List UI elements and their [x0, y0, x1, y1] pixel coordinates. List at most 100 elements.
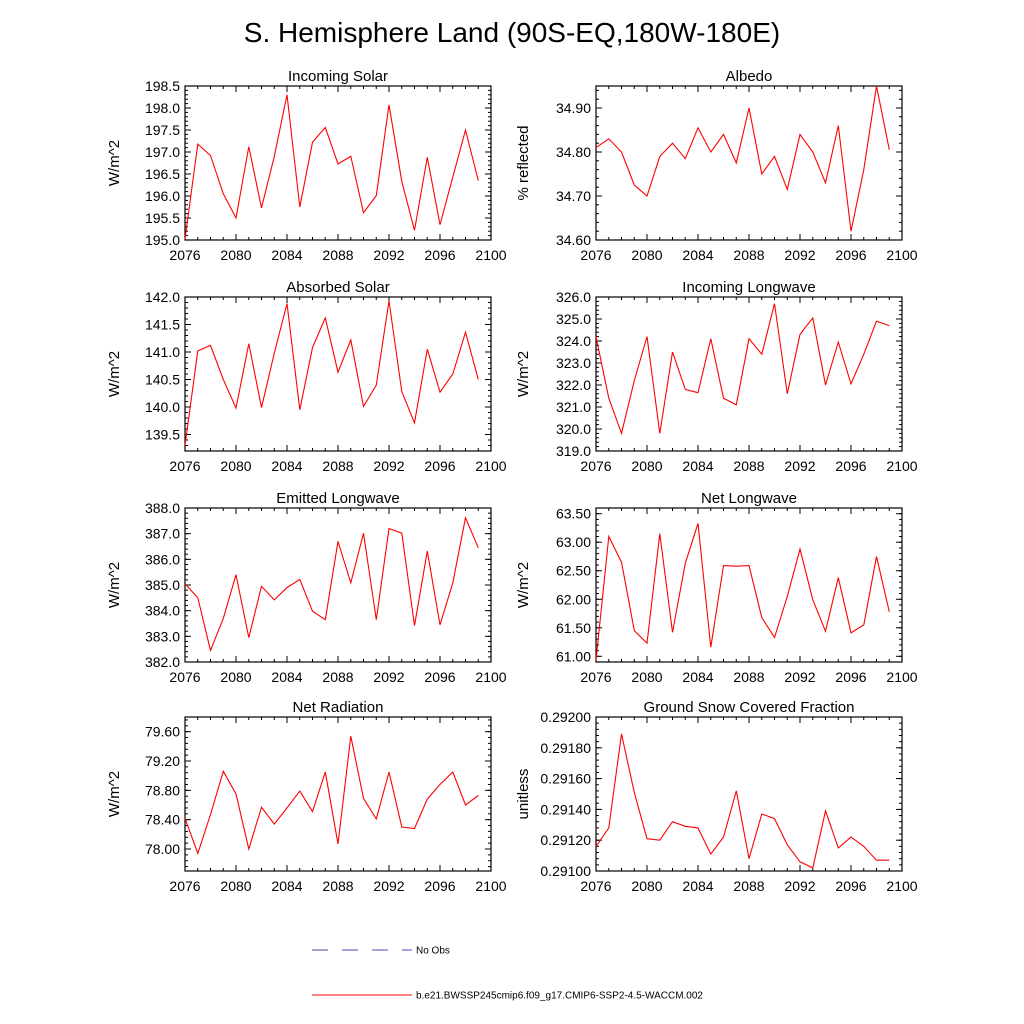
- x-tick-label: 2096: [424, 458, 455, 474]
- panel-title: Absorbed Solar: [286, 279, 389, 296]
- x-tick-label: 2088: [733, 247, 764, 263]
- y-tick-label: 326.0: [556, 289, 591, 305]
- y-tick-label: 195.0: [145, 232, 180, 248]
- x-tick-label: 2084: [682, 247, 713, 263]
- y-tick-label: 0.29200: [540, 709, 591, 725]
- x-tick-label: 2080: [631, 458, 662, 474]
- x-tick-label: 2100: [475, 878, 506, 894]
- y-tick-label: 196.5: [145, 166, 180, 182]
- y-tick-label: 140.0: [145, 399, 180, 415]
- x-tick-label: 2076: [580, 247, 611, 263]
- x-tick-label: 2096: [424, 669, 455, 685]
- y-tick-label: 198.0: [145, 100, 180, 116]
- legend: No Obs b.e21.BWSSP245cmip6.f09_g17.CMIP6…: [312, 946, 703, 1002]
- x-tick-label: 2076: [169, 878, 200, 894]
- y-tick-label: 61.00: [556, 648, 591, 664]
- series-line: [184, 515, 479, 653]
- y-tick-label: 325.0: [556, 311, 591, 327]
- panel-title: Incoming Solar: [288, 68, 388, 85]
- y-tick-label: 0.29120: [540, 832, 591, 848]
- x-tick-label: 2084: [271, 878, 302, 894]
- plot-frame: [184, 296, 492, 452]
- y-tick-label: 0.29100: [540, 863, 591, 879]
- y-tick-label: 320.0: [556, 421, 591, 437]
- y-tick-label: 62.00: [556, 591, 591, 607]
- x-tick-label: 2092: [373, 669, 404, 685]
- y-tick-label: 140.5: [145, 372, 180, 388]
- y-axis-label: W/m^2: [106, 771, 123, 817]
- series-line: [184, 94, 479, 240]
- panel-title: Net Longwave: [701, 490, 797, 507]
- panel-title: Albedo: [726, 68, 773, 85]
- y-tick-label: 197.0: [145, 144, 180, 160]
- y-tick-label: 196.0: [145, 188, 180, 204]
- y-tick-label: 322.0: [556, 377, 591, 393]
- x-tick-label: 2080: [220, 878, 251, 894]
- x-tick-label: 2100: [475, 247, 506, 263]
- x-tick-label: 2092: [373, 247, 404, 263]
- panel-title: Incoming Longwave: [682, 279, 815, 296]
- x-tick-label: 2092: [373, 458, 404, 474]
- y-axis-label: W/m^2: [106, 562, 123, 608]
- x-tick-label: 2100: [886, 669, 917, 685]
- legend-obs-label: No Obs: [416, 946, 450, 957]
- x-tick-label: 2096: [835, 458, 866, 474]
- x-tick-label: 2076: [169, 247, 200, 263]
- y-tick-label: 34.70: [556, 188, 591, 204]
- y-axis-label: W/m^2: [515, 562, 532, 608]
- panel-5: Net Longwave 2076 2080 2084 2088 2092 2096 2100…: [515, 490, 918, 685]
- x-tick-label: 2080: [631, 669, 662, 685]
- y-tick-label: 78.00: [145, 841, 180, 857]
- x-tick-label: 2096: [835, 669, 866, 685]
- x-tick-label: 2088: [733, 458, 764, 474]
- x-tick-label: 2088: [322, 458, 353, 474]
- panel-2: Absorbed Solar 2076 2080 2084 2088 2092 2096 21…: [106, 279, 507, 474]
- panel-title: Net Radiation: [293, 699, 384, 716]
- y-tick-label: 79.60: [145, 724, 180, 740]
- x-tick-label: 2092: [784, 669, 815, 685]
- x-tick-label: 2076: [580, 878, 611, 894]
- x-tick-label: 2088: [322, 247, 353, 263]
- y-tick-label: 0.29180: [540, 740, 591, 756]
- plot-frame: [595, 296, 903, 452]
- x-tick-label: 2096: [835, 247, 866, 263]
- x-tick-label: 2092: [784, 878, 815, 894]
- panel-1: Albedo 2076 2080 2084 2088 2092 2096 2100 34.60 3…: [515, 68, 918, 263]
- y-axis-label: W/m^2: [106, 351, 123, 397]
- x-tick-label: 2088: [733, 878, 764, 894]
- x-tick-label: 2080: [220, 247, 251, 263]
- x-tick-label: 2096: [424, 247, 455, 263]
- y-tick-label: 139.5: [145, 427, 180, 443]
- x-tick-label: 2092: [784, 458, 815, 474]
- x-tick-label: 2080: [220, 669, 251, 685]
- panels: Incoming Solar 2076 2080 2084 2088 2092 2096 21…: [106, 68, 918, 894]
- plot-frame: [184, 716, 492, 872]
- y-axis-label: unitless: [515, 769, 532, 820]
- y-axis-label: % reflected: [515, 125, 532, 200]
- x-tick-label: 2084: [682, 669, 713, 685]
- y-tick-label: 386.0: [145, 551, 180, 567]
- x-tick-label: 2100: [886, 458, 917, 474]
- series-line: [595, 733, 890, 869]
- y-tick-label: 142.0: [145, 289, 180, 305]
- panel-7: Ground Snow Covered Fraction 2076 2080 2084…: [515, 699, 918, 894]
- y-tick-label: 78.40: [145, 812, 180, 828]
- y-tick-label: 384.0: [145, 603, 180, 619]
- y-axis-label: W/m^2: [515, 351, 532, 397]
- panel-title: Emitted Longwave: [276, 490, 399, 507]
- y-tick-label: 63.00: [556, 534, 591, 550]
- y-tick-label: 324.0: [556, 333, 591, 349]
- panel-title: Ground Snow Covered Fraction: [644, 699, 855, 716]
- series-line: [595, 523, 890, 661]
- y-tick-label: 383.0: [145, 628, 180, 644]
- series-line: [595, 85, 890, 232]
- y-tick-label: 61.50: [556, 620, 591, 636]
- y-axis-label: W/m^2: [106, 140, 123, 186]
- y-tick-label: 321.0: [556, 399, 591, 415]
- y-tick-label: 0.29160: [540, 771, 591, 787]
- x-tick-label: 2100: [475, 458, 506, 474]
- x-tick-label: 2100: [886, 247, 917, 263]
- panel-4: Emitted Longwave 2076 2080 2084 2088 2092 2096…: [106, 490, 507, 685]
- y-tick-label: 323.0: [556, 355, 591, 371]
